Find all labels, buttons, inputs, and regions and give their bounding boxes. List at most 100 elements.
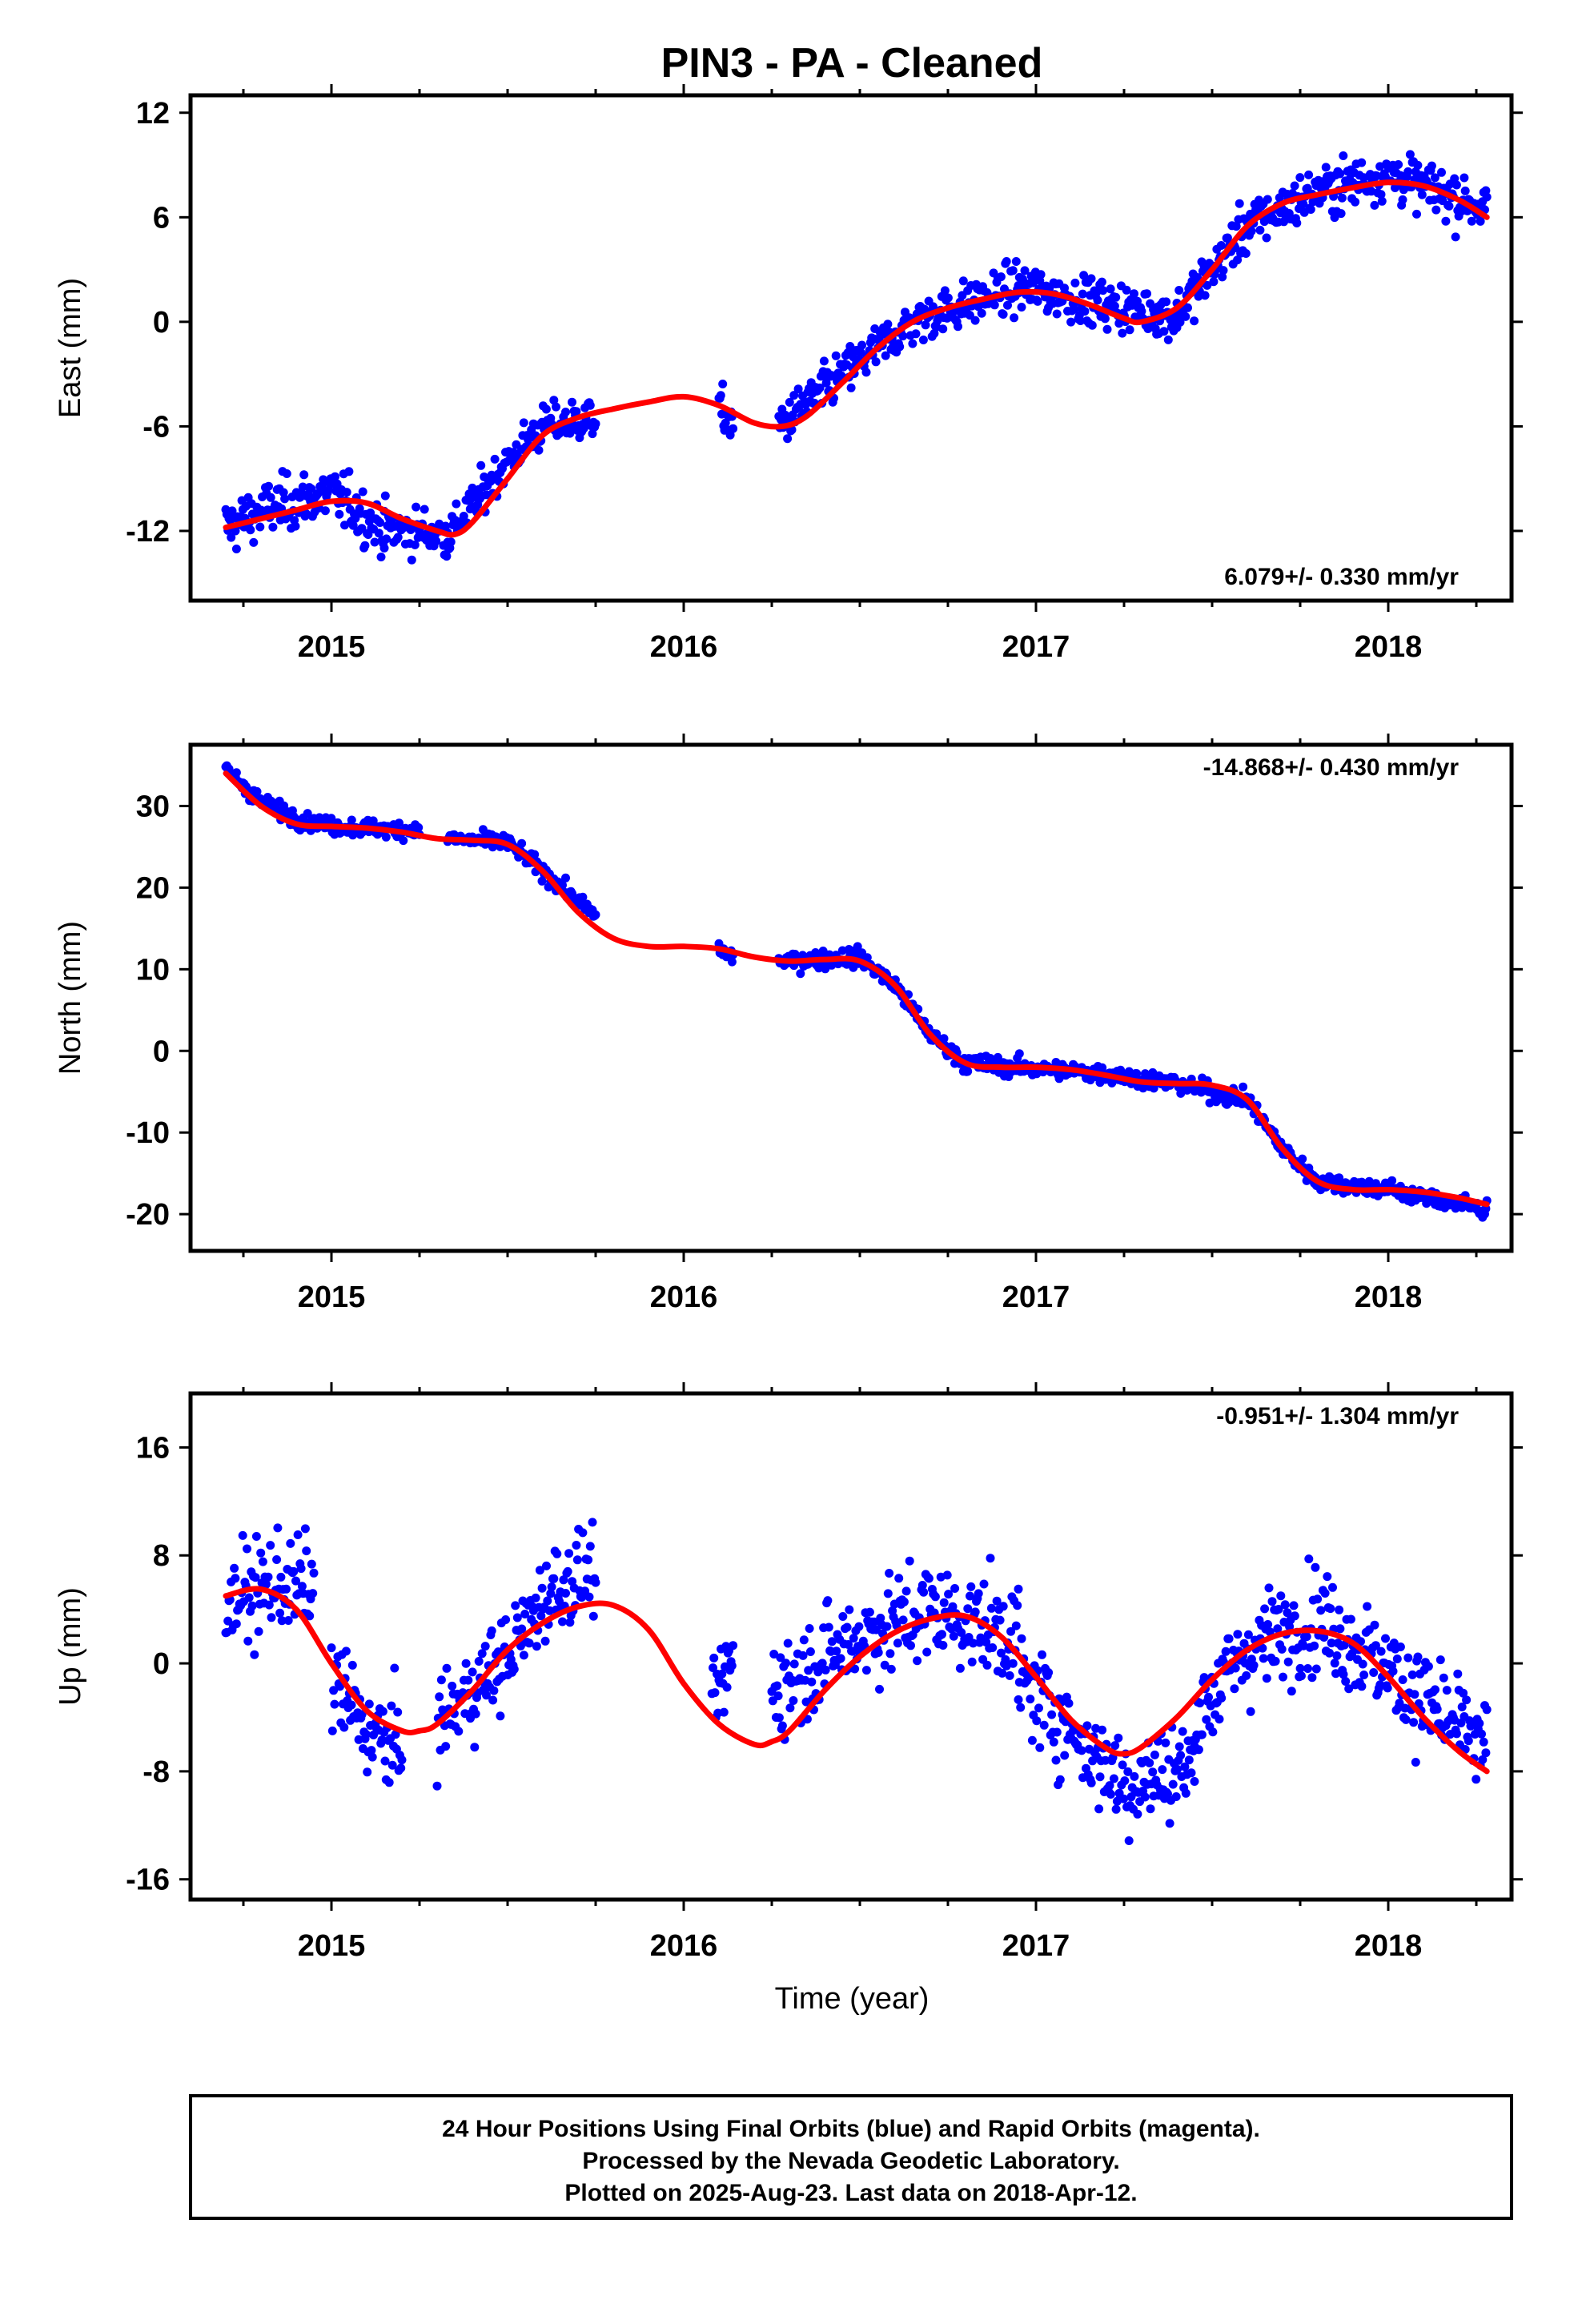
up-data-point [1178,1727,1187,1736]
north-data-point [1239,1082,1248,1092]
up-data-point [380,1756,390,1766]
up-data-point [1064,1699,1074,1708]
up-data-point [1307,1673,1317,1683]
up-data-point [540,1636,550,1646]
up-data-point [901,1586,911,1596]
east-data-point [1003,300,1012,310]
north-y-tick-label: 10 [136,953,170,987]
up-data-point [1395,1642,1405,1651]
east-data-point [1106,284,1115,294]
east-data-point [432,537,441,546]
up-data-point [992,1596,1002,1606]
east-data-point [1080,307,1090,316]
up-data-point [1101,1755,1110,1765]
east-data-point [716,391,725,400]
east-data-point [1482,192,1492,202]
up-data-point [1173,1764,1182,1774]
east-data-point [1335,169,1345,179]
up-data-point [330,1699,339,1709]
up-data-point [545,1606,554,1615]
north-data-point [1298,1154,1307,1164]
east-y-tick-label: -12 [126,515,170,549]
east-data-point [442,552,452,561]
up-data-point [254,1626,263,1636]
east-data-point [1412,209,1421,219]
up-data-point [266,1541,275,1550]
up-data-point [300,1524,310,1534]
east-data-point [1431,205,1441,215]
up-data-point [588,1611,598,1621]
footer-frame [189,2094,1513,2220]
north-data-point [1371,1179,1380,1188]
east-data-point [1241,249,1251,258]
east-data-point [911,329,921,339]
up-data-point [1221,1647,1231,1656]
up-data-point [1263,1620,1273,1629]
up-data-point [1119,1794,1128,1803]
panel-north: 2015 2016 2017 2018 30 20 10 0 -10 -20 North (mm) -… [54,734,1523,1314]
east-data-point [591,419,600,428]
up-data-point [1035,1743,1045,1752]
east-data-point [977,308,986,318]
east-data-point [846,383,856,392]
up-data-point [480,1642,490,1651]
east-data-point [871,357,881,367]
east-data-point [1417,190,1427,199]
up-data-point [511,1601,520,1610]
footer-line-3: Plotted on 2025-Aug-23. Last data on 201… [564,2180,1137,2206]
up-data-point [1190,1777,1199,1786]
up-data-point [986,1603,996,1613]
north-data-point [1014,1049,1024,1059]
east-data-point [1337,193,1347,203]
up-data-point [1094,1804,1104,1814]
up-data-point [729,1641,738,1651]
up-data-point [396,1763,406,1773]
up-data-point [727,1661,737,1671]
up-data-point [979,1579,989,1589]
up-data-point [1008,1659,1018,1668]
east-data-point [376,553,386,561]
up-data-point [1047,1710,1057,1719]
up-data-point [1359,1671,1369,1679]
up-data-point [1475,1719,1484,1728]
up-data-point [296,1564,306,1574]
up-data-point [1258,1643,1267,1653]
east-data-point [1086,274,1096,283]
up-data-point [272,1555,282,1564]
up-data-point [1369,1668,1379,1677]
east-data-point [410,540,420,549]
up-data-point [905,1556,914,1566]
up-data-point [1287,1687,1296,1696]
east-data-point [1460,173,1469,183]
up-data-point [397,1755,407,1765]
east-data-point [1078,289,1087,299]
up-data-point [805,1647,815,1656]
up-data-point [542,1561,551,1570]
up-data-point [789,1659,799,1669]
up-data-point [950,1584,960,1593]
up-data-point [1279,1672,1287,1682]
up-data-point [805,1624,814,1633]
up-data-point [520,1610,530,1618]
up-data-point [776,1653,785,1663]
up-data-point [549,1574,559,1583]
east-data-point [1008,266,1018,275]
east-data-point [1451,232,1460,242]
up-data-point [230,1563,239,1573]
up-data-point [387,1701,396,1711]
east-data-point [1118,328,1127,338]
east-data-point [970,316,980,325]
east-data-point [382,534,391,544]
east-data-point [940,286,950,296]
up-data-point [1407,1670,1417,1679]
north-data-point [517,838,527,848]
up-data-point [367,1752,377,1762]
up-data-point [1328,1582,1337,1592]
up-data-point [882,1622,892,1631]
up-data-point [1077,1746,1086,1755]
up-data-point [432,1781,442,1791]
north-data-point [853,942,862,951]
north-data-point [1132,1069,1142,1078]
east-data-point [783,434,793,444]
up-data-point [537,1583,547,1593]
